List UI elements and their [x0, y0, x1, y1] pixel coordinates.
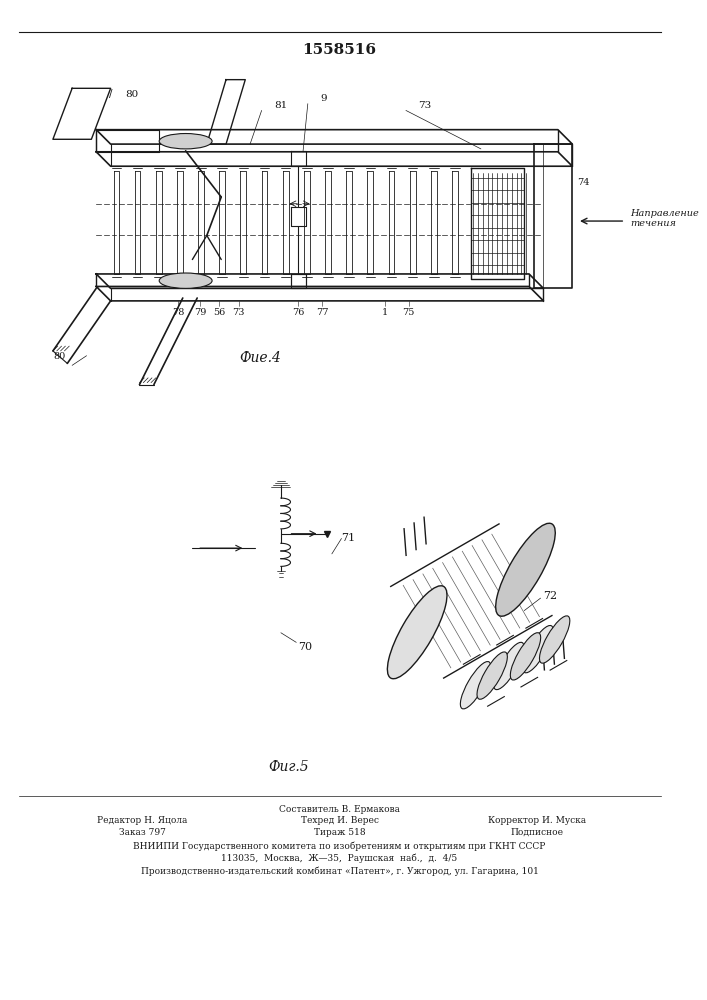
Ellipse shape — [159, 273, 212, 288]
Text: 1558516: 1558516 — [303, 43, 377, 57]
Text: 56: 56 — [214, 308, 226, 317]
Text: Заказ 797: Заказ 797 — [119, 828, 166, 837]
Text: 79: 79 — [194, 308, 206, 317]
Ellipse shape — [539, 616, 570, 663]
Text: 76: 76 — [292, 308, 305, 317]
Text: ВНИИПИ Государственного комитета по изобретениям и открытиям при ГКНТ СССР: ВНИИПИ Государственного комитета по изоб… — [134, 841, 546, 851]
Ellipse shape — [496, 523, 555, 616]
Text: /: / — [109, 89, 112, 99]
Text: Редактор Н. Яцола: Редактор Н. Яцола — [97, 816, 187, 825]
Text: Фие.4: Фие.4 — [239, 351, 281, 365]
Text: 113035,  Москва,  Ж—35,  Раушская  наб.,  д.  4/5: 113035, Москва, Ж—35, Раушская наб., д. … — [221, 854, 457, 863]
Text: 80: 80 — [53, 352, 66, 361]
Ellipse shape — [387, 586, 447, 679]
Ellipse shape — [510, 633, 541, 680]
Text: 80: 80 — [125, 90, 139, 99]
Text: 72: 72 — [544, 591, 558, 601]
Text: 75: 75 — [402, 308, 415, 317]
Text: Фиг.5: Фиг.5 — [268, 760, 309, 774]
Text: 1: 1 — [382, 308, 388, 317]
Text: 71: 71 — [341, 533, 356, 543]
Text: Направление
течения: Направление течения — [630, 209, 699, 228]
Text: 81: 81 — [274, 101, 287, 110]
Text: Тираж 518: Тираж 518 — [314, 828, 366, 837]
Ellipse shape — [159, 134, 212, 149]
Text: 70: 70 — [298, 642, 312, 652]
Text: Составитель В. Ермакова: Составитель В. Ермакова — [279, 805, 400, 814]
Text: Подписное: Подписное — [510, 828, 563, 837]
Text: 78: 78 — [172, 308, 184, 317]
Ellipse shape — [493, 642, 524, 690]
Text: Корректор И. Муска: Корректор И. Муска — [488, 816, 586, 825]
Text: 9: 9 — [320, 94, 327, 103]
Ellipse shape — [477, 652, 508, 699]
Text: Техред И. Верес: Техред И. Верес — [300, 816, 378, 825]
Text: 77: 77 — [316, 308, 329, 317]
Text: Производственно-издательский комбинат «Патент», г. Ужгород, ул. Гагарина, 101: Производственно-издательский комбинат «П… — [141, 866, 539, 876]
Ellipse shape — [522, 625, 553, 673]
Text: 74: 74 — [577, 178, 590, 187]
Text: 73: 73 — [233, 308, 245, 317]
Ellipse shape — [460, 662, 491, 709]
Text: 73: 73 — [419, 101, 432, 110]
